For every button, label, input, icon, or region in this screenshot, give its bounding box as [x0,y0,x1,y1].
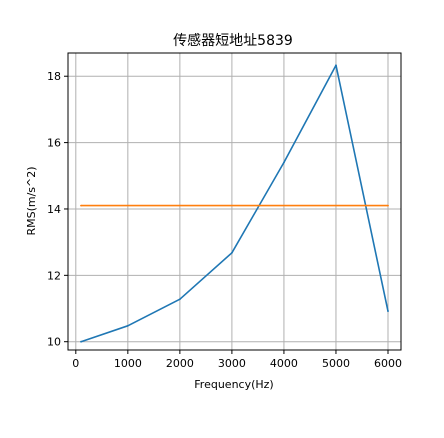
data-point [387,204,389,207]
x-tick-label: 3000 [218,357,246,370]
x-axis-label: Frequency(Hz) [194,378,273,391]
x-tick-label: 6000 [374,357,402,370]
y-tick-label: 10 [47,336,61,349]
data-point [80,204,82,207]
x-tick-label: 2000 [166,357,194,370]
plot-frame [67,52,402,351]
data-point [230,251,233,254]
grid-lines [68,53,401,350]
data-point [387,310,389,313]
y-tick-label: 18 [47,70,61,83]
x-tick-label: 0 [72,357,79,370]
series-line-1 [80,64,389,343]
axis-ticks: 0 1000 2000 3000 4000 5000 6000 10 12 14 16 18 [47,70,402,370]
y-tick-label: 16 [47,137,61,150]
y-tick-label: 12 [47,269,61,282]
data-point [126,324,129,327]
y-axis-label: RMS(m/s^2) [25,166,38,235]
x-tick-label: 4000 [270,357,298,370]
y-tick-label: 14 [47,203,61,216]
data-point [80,340,82,343]
series-group [80,64,389,343]
x-tick-label: 1000 [114,357,142,370]
chart-title: 传感器短地址5839 [173,32,293,49]
data-point [178,298,181,301]
data-point [283,161,285,164]
data-point [335,64,337,67]
x-tick-label: 5000 [322,357,350,370]
